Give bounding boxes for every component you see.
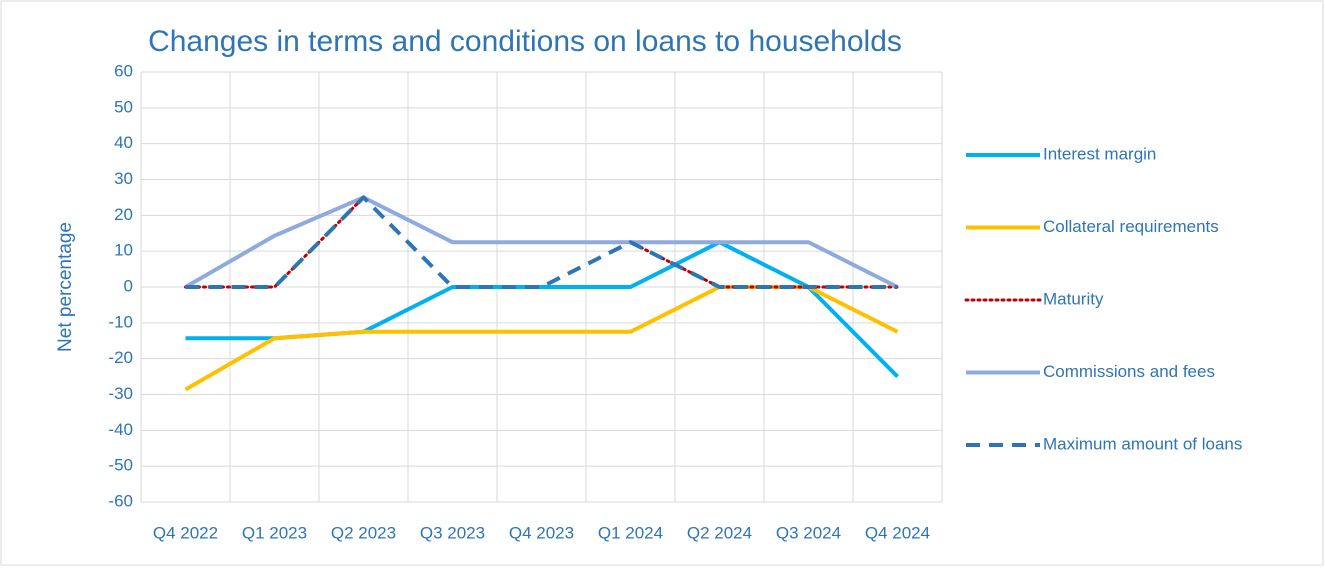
x-tick-label: Q1 2024 [598,523,663,542]
y-tick-label: -10 [108,312,133,331]
x-tick-label: Q4 2022 [153,523,218,542]
x-tick-label: Q2 2023 [331,523,396,542]
y-tick-label: -30 [108,384,133,403]
chart-title: Changes in terms and conditions on loans… [148,25,902,58]
y-axis-label: Net percentage [55,222,76,352]
legend-label: Maximum amount of loans [1043,434,1242,453]
legend-label: Maturity [1043,289,1104,308]
y-tick-label: 10 [114,241,133,260]
legend-label: Commissions and fees [1043,362,1215,381]
y-tick-label: 50 [114,97,133,116]
x-tick-label: Q3 2023 [420,523,485,542]
y-tick-label: 20 [114,205,133,224]
y-tick-label: 30 [114,169,133,188]
legend-label: Collateral requirements [1043,217,1219,236]
x-tick-label: Q3 2024 [776,523,841,542]
series-line [184,195,899,289]
y-tick-label: -60 [108,491,133,510]
y-tick-label: -40 [108,420,133,439]
y-tick-label: 40 [114,133,133,152]
y-tick-label: -20 [108,348,133,367]
series-line [184,285,899,392]
x-tick-label: Q4 2024 [865,523,930,542]
y-tick-label: 60 [114,61,133,80]
legend-label: Interest margin [1043,144,1156,163]
x-tick-label: Q2 2024 [687,523,752,542]
y-tick-label: 0 [124,276,133,295]
x-tick-label: Q4 2023 [509,523,574,542]
x-tick-label: Q1 2023 [242,523,307,542]
y-tick-label: -50 [108,456,133,475]
